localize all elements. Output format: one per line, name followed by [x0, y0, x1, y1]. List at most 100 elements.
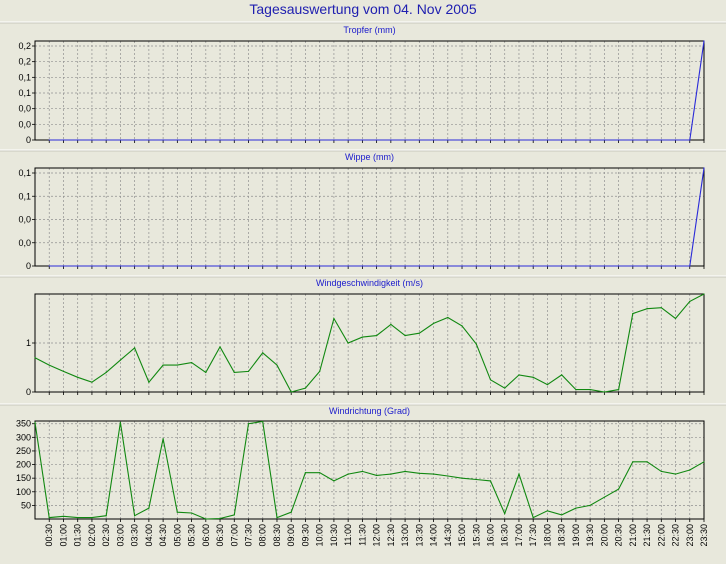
data-point [546, 265, 549, 267]
y-tick-label: 0 [26, 135, 31, 145]
x-tick-label: 02:30 [101, 524, 111, 547]
data-point [447, 265, 449, 267]
data-point [461, 139, 463, 141]
data-point [162, 438, 164, 440]
data-point [646, 308, 648, 310]
data-point [176, 139, 178, 141]
data-point [674, 265, 677, 267]
data-point [404, 470, 406, 472]
data-point [219, 139, 221, 141]
plot-frame [34, 420, 705, 520]
x-tick-label: 12:30 [386, 524, 396, 547]
data-point [504, 512, 506, 515]
x-tick-label: 02:00 [87, 524, 97, 547]
x-tick-label: 03:00 [115, 524, 125, 547]
data-point [219, 517, 221, 520]
y-tick-label: 100 [16, 487, 31, 497]
panel-title: Tropfer (mm) [343, 25, 395, 35]
data-point [418, 265, 420, 267]
data-point [561, 374, 563, 376]
data-point [347, 342, 349, 344]
x-tick-label: 20:00 [599, 524, 609, 547]
y-tick-label: 0,1 [18, 168, 31, 178]
data-point [689, 139, 691, 141]
data-point [347, 265, 349, 267]
x-tick-label: 16:30 [500, 524, 510, 547]
data-point [532, 517, 534, 519]
panel-title: Windrichtung (Grad) [329, 406, 410, 416]
data-point [333, 317, 335, 320]
data-point [290, 391, 292, 393]
x-tick-label: 21:00 [628, 524, 638, 547]
data-point [205, 139, 207, 141]
data-point [447, 475, 449, 477]
x-tick-label: 11:30 [357, 524, 367, 546]
data-point [304, 139, 307, 141]
data-point [632, 265, 634, 267]
data-point [219, 346, 221, 348]
x-tick-label: 09:30 [300, 524, 310, 547]
x-tick-label: 00:30 [44, 524, 54, 547]
data-point [176, 511, 178, 513]
x-tick-label: 11:00 [343, 524, 353, 546]
data-point [119, 265, 122, 267]
data-point [91, 265, 93, 267]
x-tick-label: 22:30 [671, 524, 681, 547]
data-point [290, 511, 292, 513]
data-point [575, 507, 577, 509]
data-point [276, 265, 278, 267]
data-point [461, 265, 463, 267]
data-point [162, 139, 164, 141]
data-point [333, 480, 335, 482]
data-point [48, 517, 50, 519]
data-point [162, 364, 164, 366]
data-point [91, 139, 93, 141]
data-point [617, 388, 620, 391]
data-point [361, 470, 363, 472]
data-point [290, 265, 292, 267]
x-tick-label: 13:30 [414, 524, 424, 547]
data-point [475, 139, 477, 141]
data-point [304, 387, 307, 389]
data-point [319, 472, 321, 474]
data-point [589, 265, 591, 267]
data-point [703, 293, 705, 295]
data-point [105, 139, 107, 141]
y-tick-label: 0,0 [18, 238, 31, 248]
x-tick-label: 09:00 [286, 524, 296, 547]
x-tick-label: 07:30 [244, 524, 254, 547]
data-point [432, 322, 435, 324]
data-point [703, 40, 705, 42]
data-point [432, 265, 435, 267]
data-point [561, 265, 563, 267]
data-point [589, 139, 591, 141]
x-tick-label: 15:30 [471, 524, 481, 547]
data-point [176, 265, 178, 267]
data-point [504, 387, 506, 389]
x-tick-label: 08:30 [272, 524, 282, 547]
data-point [304, 472, 307, 474]
data-point [674, 317, 677, 320]
data-point [404, 265, 406, 267]
data-point [119, 139, 122, 141]
data-point [262, 139, 264, 141]
data-point [475, 343, 477, 345]
data-point [461, 325, 463, 327]
data-point [589, 504, 591, 506]
data-point [77, 139, 79, 141]
data-point [77, 376, 79, 378]
data-point [376, 265, 378, 267]
data-point [546, 139, 549, 141]
plot-frame [34, 293, 705, 393]
data-point [148, 139, 150, 141]
data-point [561, 139, 563, 141]
y-tick-label: 0,0 [18, 119, 31, 129]
data-point [617, 488, 620, 490]
x-tick-label: 22:00 [656, 524, 666, 547]
data-point [489, 139, 492, 141]
data-point [603, 265, 605, 267]
x-tick-label: 01:30 [73, 524, 83, 547]
series-line [34, 420, 705, 520]
data-point [77, 517, 79, 519]
